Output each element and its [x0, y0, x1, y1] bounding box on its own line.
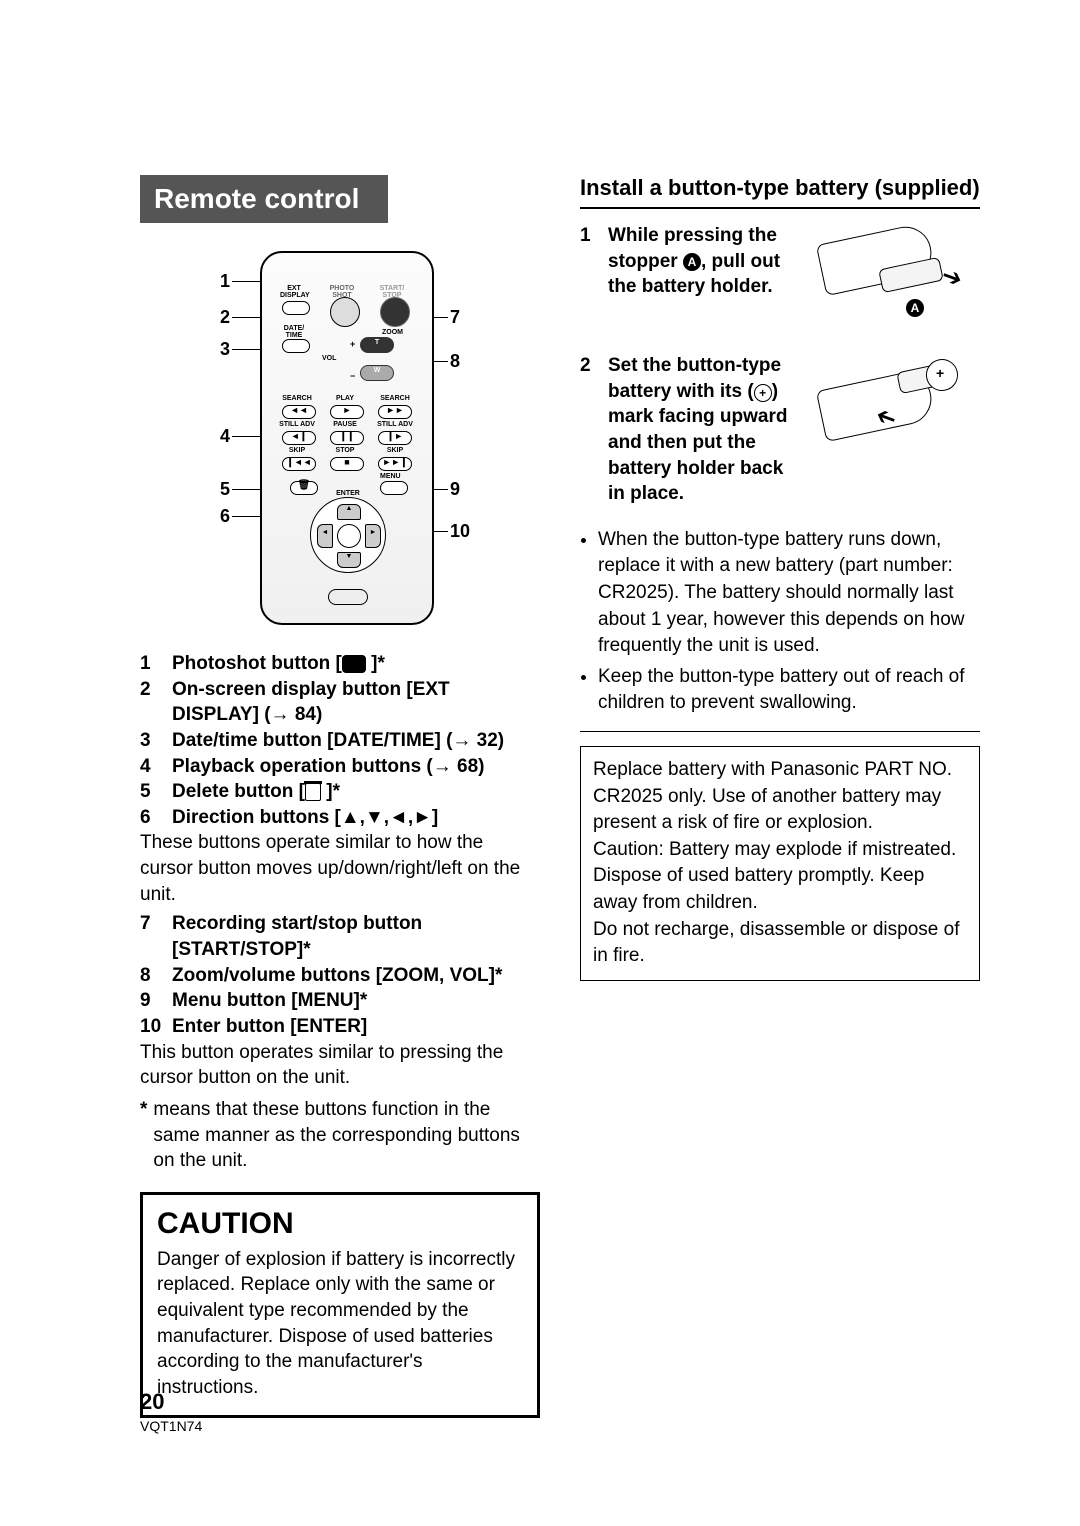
remote-btn-play: ► [330, 405, 364, 419]
desc-8: Zoom/volume buttons [ZOOM, VOL]* [172, 963, 540, 989]
remote-btn-enter [337, 524, 361, 548]
doc-code: VQT1N74 [140, 1418, 202, 1434]
remote-btn-stilladv-back: ◄❙ [282, 431, 316, 445]
remote-btn-stilladv-fwd: ❙► [378, 431, 412, 445]
caution-body: Danger of explosion if battery is incorr… [157, 1247, 523, 1401]
page-footer: 20 VQT1N74 [140, 1389, 202, 1436]
remote-dpad-right: ► [365, 524, 381, 548]
camera-icon [342, 655, 366, 673]
desc-4: Playback operation buttons (→ 68) [172, 754, 540, 780]
callout-10: 10 [450, 521, 470, 542]
illus-letter-a: A [906, 299, 924, 317]
two-column-layout: Remote control 1 2 3 4 5 6 7 8 [140, 175, 980, 1418]
remote-btn-zoom-t: T [360, 337, 394, 353]
callout-5: 5 [210, 479, 230, 500]
desc-5: Delete button [ ]* [172, 779, 540, 805]
caution-box: CAUTION Danger of explosion if battery i… [140, 1192, 540, 1418]
info-line-2: Caution: Battery may explode if mistreat… [593, 837, 967, 917]
battery-info-box: Replace battery with Panasonic PART NO. … [580, 746, 980, 981]
remote-btn-search-fwd: ►► [378, 405, 412, 419]
footnote: * means that these buttons function in t… [140, 1097, 540, 1174]
remote-btn-photoshot [330, 297, 360, 327]
desc-2: On-screen display button [EXT DISPLAY] (… [172, 677, 540, 728]
remote-descriptions-2: 7 Recording start/stop button [START/STO… [140, 911, 540, 1039]
desc-6: Direction buttons [▲,▼,◄,►] [172, 805, 540, 831]
callout-7: 7 [450, 307, 470, 328]
remote-btn-ext-display [282, 301, 310, 315]
callout-9: 9 [450, 479, 470, 500]
battery-notes: When the button-type battery runs down, … [580, 527, 980, 717]
callout-2: 2 [210, 307, 230, 328]
remote-dpad: ENTER ▲ ▼ ◄ ► [310, 497, 386, 573]
callout-3: 3 [210, 339, 230, 360]
step-1-illustration: ➔ A [810, 223, 980, 333]
remote-btn-skip-fwd: ►►❙ [378, 457, 412, 471]
remote-ir-window [328, 589, 368, 605]
step-2: 2 Set the button-type battery with its (… [580, 353, 980, 507]
info-line-3: Do not recharge, disassemble or dispose … [593, 917, 967, 970]
manual-page: Remote control 1 2 3 4 5 6 7 8 [0, 0, 1080, 1526]
remote-btn-pause: ❙❙ [330, 431, 364, 445]
plus-mark-icon: + [754, 384, 772, 402]
remote-body-outline: EXTDISPLAY PHOTOSHOT START/STOP DATE/TIM… [260, 251, 434, 625]
install-battery-heading: Install a button-type battery (supplied) [580, 175, 980, 209]
remote-control-diagram: 1 2 3 4 5 6 7 8 9 10 [160, 251, 520, 631]
note-after-6: These buttons operate similar to how the… [140, 830, 540, 907]
callout-1: 1 [210, 271, 230, 292]
page-number: 20 [140, 1389, 202, 1415]
desc-7: Recording start/stop button [START/STOP]… [172, 911, 540, 962]
callout-6: 6 [210, 506, 230, 527]
callout-8: 8 [450, 351, 470, 372]
remote-btn-start-stop [380, 297, 410, 327]
desc-3: Date/time button [DATE/TIME] (→ 32) [172, 728, 540, 754]
battery-note-1: When the button-type battery runs down, … [598, 527, 980, 660]
remote-btn-zoom-w: W [360, 365, 394, 381]
remote-dpad-up: ▲ [337, 504, 361, 520]
step-2-illustration: + ➔ [810, 353, 980, 463]
remote-descriptions: 1 Photoshot button [ ]* 2 On-screen disp… [140, 651, 540, 830]
remote-btn-search-back: ◄◄ [282, 405, 316, 419]
callout-4: 4 [210, 426, 230, 447]
desc-1: Photoshot button [ ]* [172, 651, 540, 677]
desc-9: Menu button [MENU]* [172, 988, 540, 1014]
remote-dpad-down: ▼ [337, 552, 361, 568]
step-2-body: Set the button-type battery with its (+)… [608, 353, 796, 507]
right-column: Install a button-type battery (supplied)… [580, 175, 980, 1418]
footnote-text: means that these buttons function in the… [153, 1097, 540, 1174]
note-after-10: This button operates similar to pressing… [140, 1040, 540, 1091]
left-column: Remote control 1 2 3 4 5 6 7 8 [140, 175, 540, 1418]
caution-title: CAUTION [157, 1207, 523, 1241]
desc-10: Enter button [ENTER] [172, 1014, 540, 1040]
remote-btn-stop: ■ [330, 457, 364, 471]
remote-btn-date-time [282, 339, 310, 353]
stopper-letter-icon: A [683, 253, 701, 271]
remote-dpad-left: ◄ [317, 524, 333, 548]
info-line-1: Replace battery with Panasonic PART NO. … [593, 757, 967, 837]
step-1: 1 While pressing the stopper A, pull out… [580, 223, 980, 333]
battery-note-2: Keep the button-type battery out of reac… [598, 664, 980, 717]
section-title-remote-control: Remote control [140, 175, 388, 223]
remote-btn-skip-back: ❙◄◄ [282, 457, 316, 471]
step-1-body: While pressing the stopper A, pull out t… [608, 223, 796, 333]
trash-icon [305, 783, 321, 801]
